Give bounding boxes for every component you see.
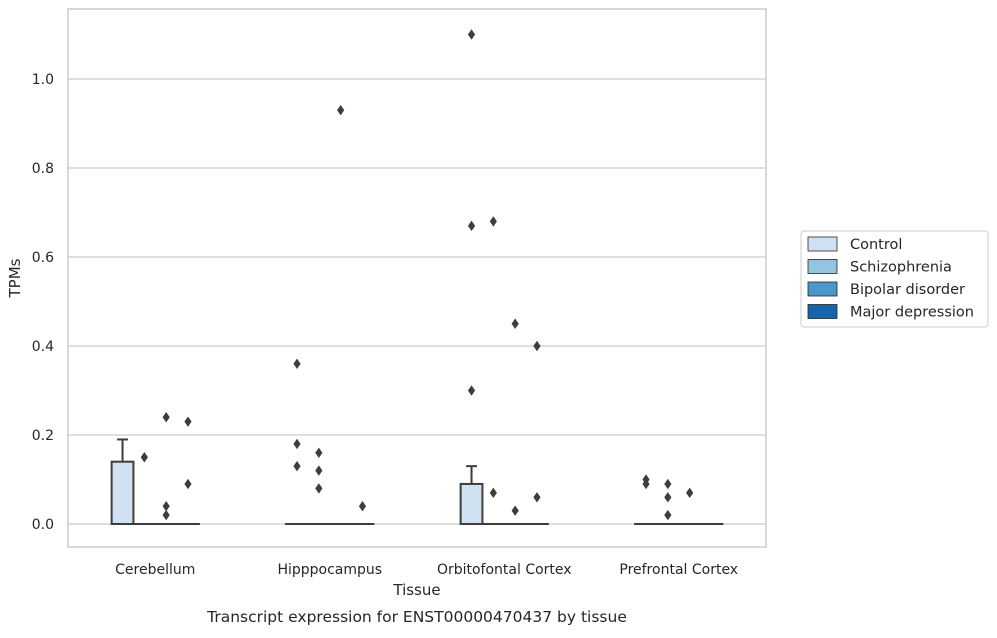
outlier-point: [533, 492, 540, 502]
outlier-point: [337, 105, 344, 115]
legend-swatch: [808, 305, 837, 319]
y-tick-label: 0.4: [32, 339, 54, 355]
outlier-point: [468, 385, 475, 395]
y-tick-label: 1.0: [32, 72, 54, 88]
y-tick-label: 0.6: [32, 250, 54, 266]
outlier-point: [315, 465, 322, 475]
outlier-point: [686, 488, 693, 498]
box-body: [461, 484, 483, 524]
outlier-point: [512, 319, 519, 329]
outlier-point: [490, 216, 497, 226]
outlier-point: [664, 492, 671, 502]
x-tick-label: Hipppocampus: [277, 562, 382, 578]
y-tick-label: 0.8: [32, 161, 54, 177]
outlier-point: [293, 461, 300, 471]
legend: Control Schizophrenia Bipolar disorder Majo…: [801, 231, 988, 327]
legend-item-bipolar-disorder: Bipolar disorder: [808, 282, 965, 298]
outlier-point: [163, 501, 170, 511]
outlier-point: [141, 452, 148, 462]
outlier-point: [468, 221, 475, 231]
x-axis-title: Tissue: [392, 581, 440, 599]
outlier-point: [163, 412, 170, 422]
box-orbitofontal-cortex-control: [461, 466, 483, 524]
box-layer: [112, 439, 723, 524]
outlier-point: [184, 479, 191, 489]
outlier-point: [533, 341, 540, 351]
outlier-point: [163, 510, 170, 520]
legend-label: Schizophrenia: [850, 260, 952, 276]
outlier-point: [184, 416, 191, 426]
x-tick-labels: Cerebellum Hipppocampus Orbitofontal Corte…: [115, 562, 738, 578]
legend-label: Control: [850, 237, 902, 253]
x-tick-label: Prefrontal Cortex: [619, 562, 738, 578]
y-axis-title: TPMs: [6, 258, 24, 298]
outlier-point: [315, 483, 322, 493]
legend-item-schizophrenia: Schizophrenia: [808, 260, 952, 276]
outlier-point: [512, 505, 519, 515]
legend-item-major-depression: Major depression: [808, 305, 974, 321]
box-body: [112, 462, 134, 524]
legend-swatch: [808, 237, 837, 251]
y-tick-label: 0.0: [32, 517, 54, 533]
x-tick-label: Cerebellum: [115, 562, 195, 578]
outlier-point: [315, 448, 322, 458]
legend-swatch: [808, 260, 837, 274]
outlier-layer: [141, 29, 694, 520]
outlier-point: [490, 488, 497, 498]
chart-caption: Transcript expression for ENST0000047043…: [206, 608, 627, 626]
y-tick-labels: 0.0 0.2 0.4 0.6 0.8 1.0: [32, 72, 54, 533]
legend-label: Bipolar disorder: [850, 282, 965, 298]
legend-item-control: Control: [808, 237, 902, 253]
outlier-point: [468, 29, 475, 39]
outlier-point: [664, 510, 671, 520]
grid-layer: [68, 79, 766, 524]
outlier-point: [293, 439, 300, 449]
box-cerebellum-control: [112, 439, 134, 524]
y-tick-label: 0.2: [32, 428, 54, 444]
legend-swatch: [808, 282, 837, 296]
outlier-point: [664, 479, 671, 489]
plot-frame: [68, 9, 766, 547]
legend-label: Major depression: [850, 305, 974, 321]
outlier-point: [293, 359, 300, 369]
outlier-point: [359, 501, 366, 511]
x-tick-label: Orbitofontal Cortex: [437, 562, 572, 578]
